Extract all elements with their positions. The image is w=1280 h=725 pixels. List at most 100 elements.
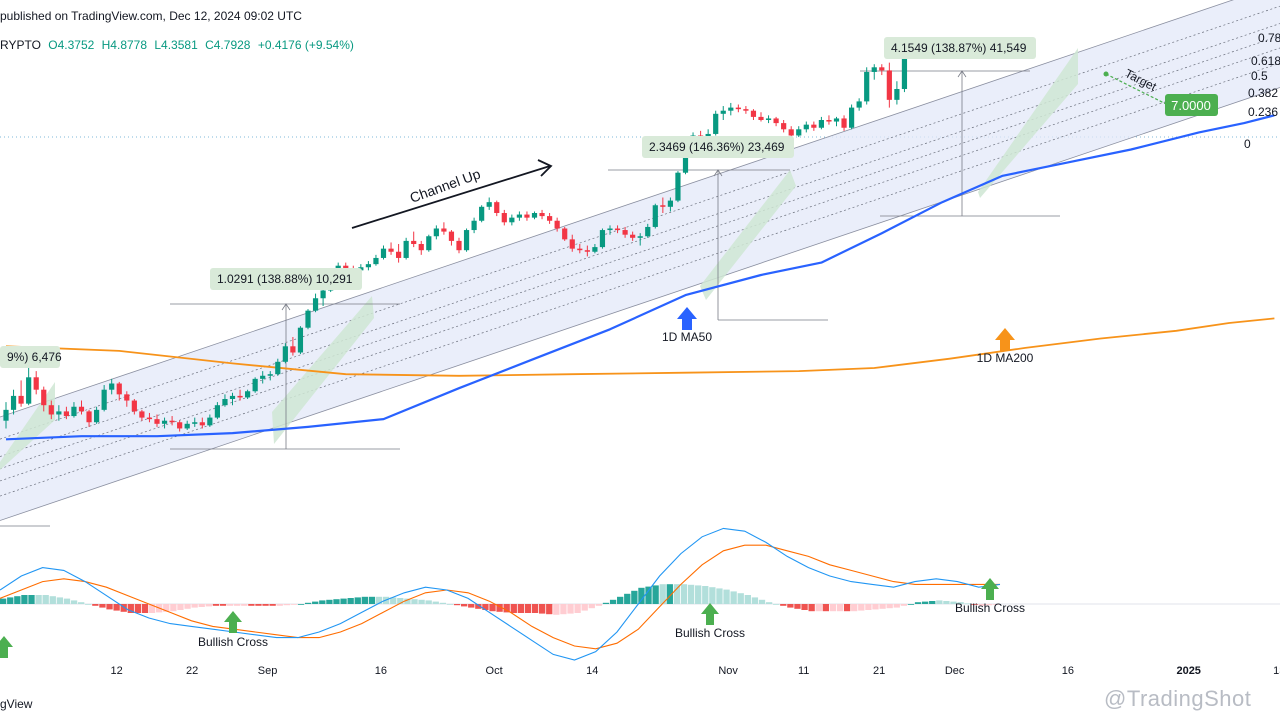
low-value: L4.3581 xyxy=(154,38,198,52)
macd-hist-bar xyxy=(758,599,766,604)
macd-hist-bar xyxy=(964,603,971,605)
candle-body xyxy=(554,220,560,229)
macd-hist-bar xyxy=(113,604,120,611)
high-value: H4.8778 xyxy=(101,38,148,52)
candle-body xyxy=(154,419,160,424)
channel-line xyxy=(0,47,1280,482)
candle-body xyxy=(894,89,900,100)
candle-body xyxy=(403,240,409,258)
macd-hist-bar xyxy=(205,604,212,607)
candle-body xyxy=(614,228,621,231)
macd-hist-bar xyxy=(645,586,652,604)
candle-body xyxy=(48,405,54,415)
channel-arrowhead xyxy=(537,159,553,177)
ma200-arrow xyxy=(995,328,1015,351)
candle-body xyxy=(562,228,568,240)
macd-hist-bar xyxy=(581,604,588,611)
macd-hist-bar xyxy=(716,588,723,604)
macd-hist-bar xyxy=(787,604,794,608)
macd-hist-bar xyxy=(829,604,837,612)
published-line: published on TradingView.com, Dec 12, 20… xyxy=(0,9,302,23)
macd-hist-bar xyxy=(914,602,922,604)
fib-level-label: 0.236 xyxy=(1248,105,1278,119)
macd-hist-bar xyxy=(709,587,716,604)
candle-body xyxy=(501,213,507,223)
measure-label-box xyxy=(884,37,1036,59)
macd-hist-bar xyxy=(496,604,503,612)
candle-body xyxy=(18,395,24,404)
macd-hist-bar xyxy=(475,604,482,609)
candle-body xyxy=(728,107,734,111)
macd-hist-bar xyxy=(524,604,532,613)
channel-line xyxy=(0,87,1280,521)
macd-hist-bar xyxy=(304,602,312,604)
bullish-cross-arrow xyxy=(981,578,999,600)
candle-body xyxy=(441,228,447,232)
candle-body xyxy=(660,205,666,207)
macd-hist-bar xyxy=(744,595,751,604)
macd-hist-bar xyxy=(609,599,617,604)
candle-body xyxy=(10,395,17,410)
macd-hist-bar xyxy=(21,595,28,604)
macd-hist-bar xyxy=(468,604,475,608)
candle-body xyxy=(879,67,885,71)
x-axis-tick-label: 11 xyxy=(798,665,809,677)
macd-hist-bar xyxy=(241,604,248,606)
macd-hist-bar xyxy=(673,584,681,604)
candle-body xyxy=(71,406,77,417)
candle-body xyxy=(871,67,877,72)
channel-arrow xyxy=(351,165,551,229)
ma50-line xyxy=(5,114,1275,441)
candle-body xyxy=(131,400,137,412)
candle-body xyxy=(184,423,190,429)
candle-body xyxy=(577,248,583,251)
candle-body xyxy=(267,374,273,376)
candle-body xyxy=(116,383,122,395)
candle-body xyxy=(765,118,772,120)
macd-hist-bar xyxy=(588,604,595,609)
candle-body xyxy=(78,406,85,412)
candle-body xyxy=(592,247,598,252)
macd-hist-bar xyxy=(347,598,354,604)
macd-hist-bar xyxy=(170,604,177,612)
candle-body xyxy=(516,214,522,218)
fib-level-label: 0.382 xyxy=(1248,86,1278,100)
macd-hist-bar xyxy=(255,604,262,606)
macd-hist-bar xyxy=(765,602,773,604)
macd-hist-bar xyxy=(340,598,347,604)
pump-zone xyxy=(700,170,796,300)
macd-hist-bar xyxy=(269,604,276,606)
candle-body xyxy=(637,236,643,238)
macd-hist-bar xyxy=(7,597,14,604)
candle-body xyxy=(214,405,220,418)
macd-hist-bar xyxy=(219,604,227,606)
candle-body xyxy=(396,251,402,258)
candle-body xyxy=(645,226,651,237)
macd-hist-bar xyxy=(354,597,361,604)
macd-hist-bar xyxy=(950,601,957,604)
candle-body xyxy=(373,257,379,265)
macd-hist-bar xyxy=(985,604,993,606)
ohlc-readout: RYPTO O4.3752 H4.8778 L4.3581 C4.7928 +0… xyxy=(0,38,358,52)
macd-hist-bar xyxy=(737,593,744,604)
channel-line xyxy=(0,35,1280,470)
macd-hist-bar xyxy=(730,591,737,604)
fib-level-label: 0.618 xyxy=(1251,54,1280,68)
macd-hist-bar xyxy=(148,604,156,613)
ma200-label: 1D MA200 xyxy=(977,351,1034,365)
x-axis-tick-label: 12 xyxy=(110,665,122,677)
channel-up-fill xyxy=(0,0,1280,521)
macd-hist-bar xyxy=(666,584,673,604)
macd-hist-bar xyxy=(234,604,241,606)
macd-hist-bar xyxy=(439,602,447,604)
candle-body xyxy=(343,265,349,269)
candle-body xyxy=(758,116,764,120)
bullish-cross-arrow xyxy=(701,603,719,625)
pump-zone xyxy=(272,296,374,444)
macd-hist-bar xyxy=(936,600,943,604)
macd-hist-bar xyxy=(42,595,49,604)
candle-body xyxy=(146,417,153,420)
candle-body xyxy=(94,409,100,423)
